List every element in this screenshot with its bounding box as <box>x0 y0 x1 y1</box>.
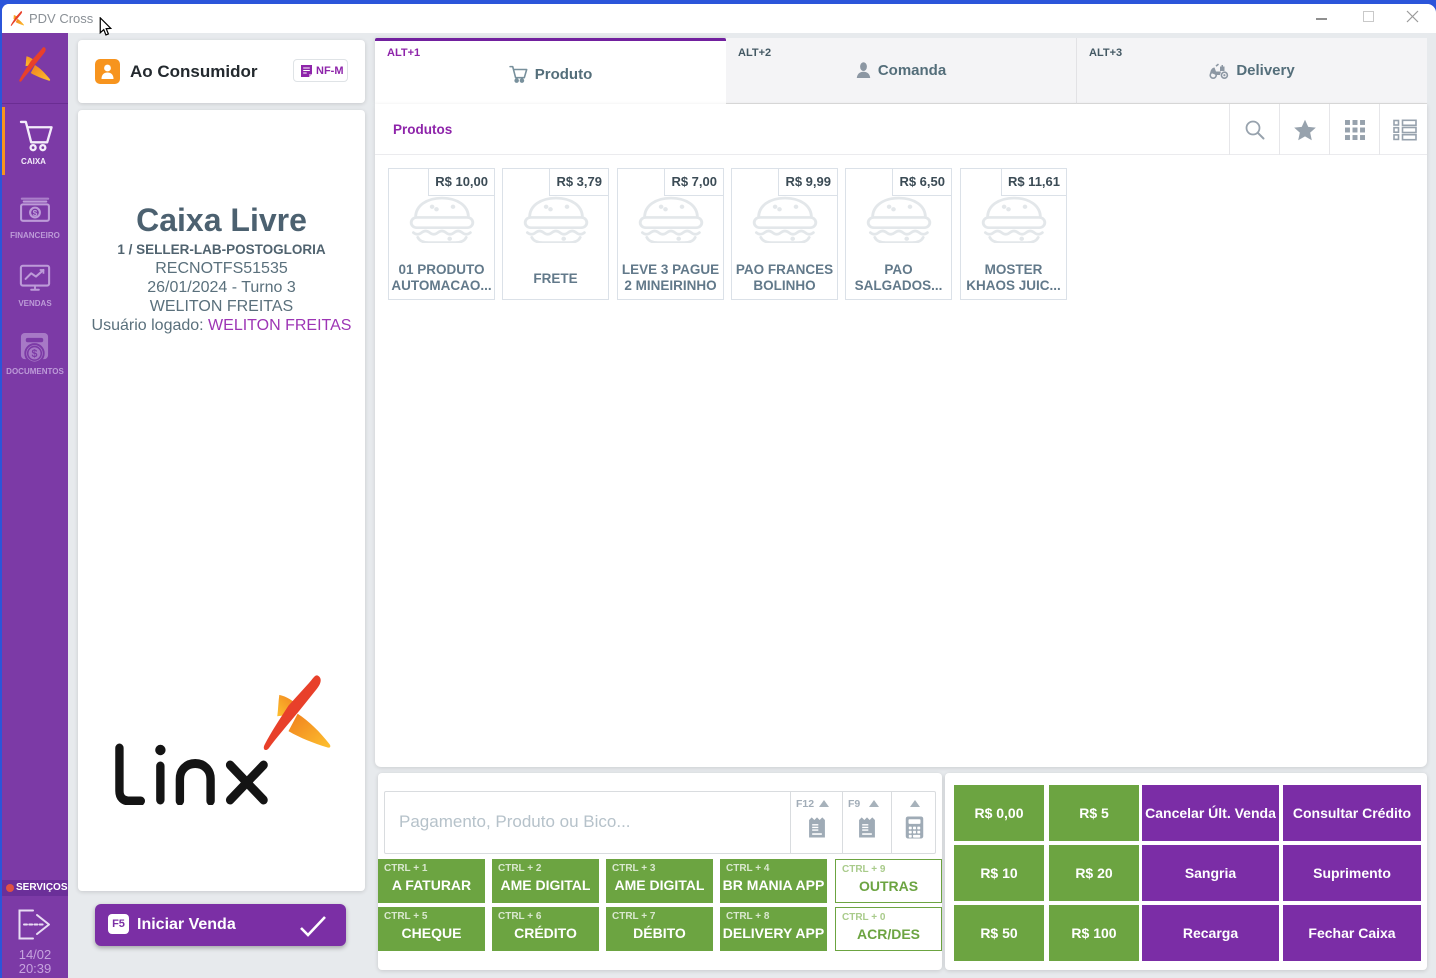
svg-text:$: $ <box>33 208 38 218</box>
svg-text:$: $ <box>32 348 38 360</box>
